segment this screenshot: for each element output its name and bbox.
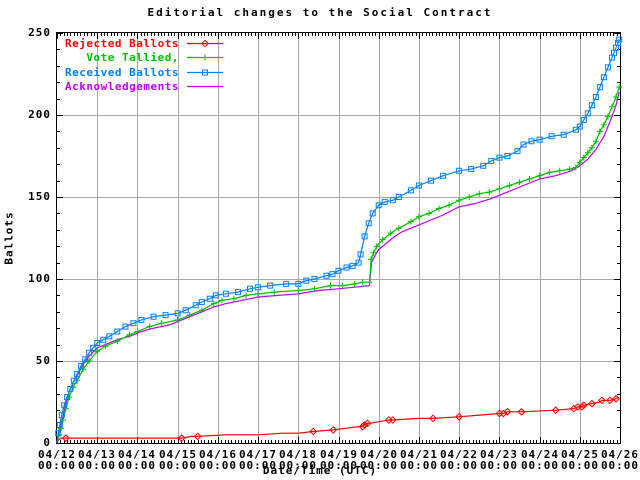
legend-label: Rejected Ballots — [65, 36, 179, 50]
x-tick-time: 00:00 — [560, 459, 600, 472]
x-tick-time: 00:00 — [117, 459, 157, 472]
x-tick-date: 04/25 — [560, 448, 600, 461]
series-line-rejected — [56, 396, 620, 444]
x-tick-label: 04/23 00:00 — [469, 449, 529, 471]
legend-sample-line — [187, 39, 223, 47]
series-line-received — [56, 39, 620, 444]
x-tick-label: 04/13 00:00 — [67, 449, 127, 471]
x-tick-date: 04/14 — [117, 448, 157, 461]
series-acknowledgements — [56, 91, 620, 444]
legend-item-received: Received Ballots — [60, 65, 225, 79]
x-tick-date: 04/19 — [319, 448, 359, 461]
legend-label: Acknowledgements — [65, 80, 179, 93]
x-tick-time: 00:00 — [198, 459, 238, 472]
x-tick-label: 04/20 00:00 — [349, 449, 409, 471]
x-tick-date: 04/18 — [278, 448, 318, 461]
x-tick-date: 04/17 — [238, 448, 278, 461]
y-tick-label: 250 — [28, 26, 51, 39]
x-tick-date: 04/15 — [158, 448, 198, 461]
x-tick-date: 04/23 — [479, 448, 519, 461]
series-markers-received — [55, 36, 623, 437]
x-tick-time: 00:00 — [77, 459, 117, 472]
legend-sample-line — [187, 85, 223, 88]
tick-marks — [57, 33, 621, 444]
x-tick-time: 00:00 — [37, 459, 77, 472]
x-tick-time: 00:00 — [158, 459, 198, 472]
x-tick-label: 04/16 00:00 — [188, 449, 248, 471]
x-tick-label: 04/19 00:00 — [309, 449, 369, 471]
series-rejected — [56, 394, 620, 444]
y-tick-label: 50 — [35, 354, 51, 367]
y-tick-label: 0 — [43, 436, 51, 449]
x-tick-time: 00:00 — [439, 459, 479, 472]
x-tick-time: 00:00 — [319, 459, 359, 472]
x-tick-date: 04/16 — [198, 448, 238, 461]
gridlines — [57, 33, 620, 443]
series-received — [55, 36, 623, 444]
x-tick-label: 04/17 00:00 — [228, 449, 288, 471]
y-tick-label: 100 — [28, 272, 51, 285]
x-tick-date: 04/26 — [600, 448, 640, 461]
x-tick-time: 00:00 — [238, 459, 278, 472]
x-tick-date: 04/21 — [399, 448, 439, 461]
x-tick-time: 00:00 — [359, 459, 399, 472]
x-tick-time: 00:00 — [520, 459, 560, 472]
x-tick-time: 00:00 — [479, 459, 519, 472]
series-markers-rejected — [61, 394, 620, 443]
chart-title: Editorial changes to the Social Contract — [147, 6, 493, 19]
x-tick-label: 04/26 00:00 — [590, 449, 640, 471]
x-tick-label: 04/25 00:00 — [550, 449, 610, 471]
legend-sample-line — [187, 54, 223, 61]
y-tick-label: 150 — [28, 190, 51, 203]
x-tick-date: 04/13 — [77, 448, 117, 461]
legend-label: Received Ballots — [65, 65, 179, 79]
x-tick-time: 00:00 — [399, 459, 439, 472]
legend-label: Vote Tallied, — [86, 51, 179, 64]
x-tick-time: 00:00 — [600, 459, 640, 472]
x-tick-label: 04/18 00:00 — [268, 449, 328, 471]
x-tick-label: 04/22 00:00 — [429, 449, 489, 471]
legend-item-tallied: Vote Tallied, — [60, 51, 225, 65]
x-tick-label: 04/15 00:00 — [148, 449, 208, 471]
series-line-acknowledgements — [56, 91, 620, 444]
x-tick-label: 04/12 00:00 — [27, 449, 87, 471]
legend-sample-line — [187, 69, 223, 75]
x-tick-label: 04/14 00:00 — [107, 449, 167, 471]
x-tick-date: 04/12 — [37, 448, 77, 461]
x-tick-label: 04/21 00:00 — [389, 449, 449, 471]
x-tick-date: 04/22 — [439, 448, 479, 461]
y-tick-label: 200 — [28, 108, 51, 121]
x-tick-date: 04/20 — [359, 448, 399, 461]
series-markers-tallied — [56, 84, 623, 438]
x-axis-title: Date/Time (UTC) — [262, 464, 378, 477]
plot-border — [56, 32, 621, 444]
x-tick-time: 00:00 — [278, 459, 318, 472]
series-tallied — [56, 84, 623, 444]
x-tick-date: 04/24 — [520, 448, 560, 461]
x-tick-label: 04/24 00:00 — [510, 449, 570, 471]
legend-item-rejected: Rejected Ballots — [60, 36, 225, 50]
legend-item-acknowledgements: Acknowledgements — [60, 80, 225, 94]
